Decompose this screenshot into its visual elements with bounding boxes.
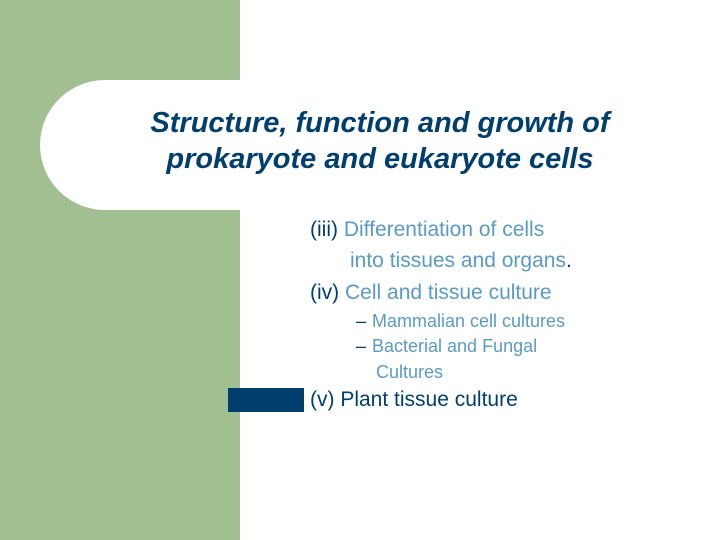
item-iv-sub2-cont-text: Cultures xyxy=(372,362,443,382)
item-v: (v) Plant tissue culture xyxy=(310,385,650,414)
item-iii-period: . xyxy=(566,249,572,272)
item-iii-text: Differentiation of cells xyxy=(344,218,544,241)
item-iii: (iii) Differentiation of cells xyxy=(310,215,650,244)
dash-icon: – xyxy=(356,309,366,334)
item-iii-cont-text: into tissues and organs xyxy=(350,249,566,272)
item-iv-sub2-text: Bacterial and Fungal xyxy=(372,336,537,356)
item-v-text: Plant tissue culture xyxy=(340,388,517,411)
item-iv-text: Cell and tissue culture xyxy=(345,281,552,304)
dash-icon: – xyxy=(356,334,366,359)
item-v-num: (v) xyxy=(310,388,340,411)
item-iv: (iv) Cell and tissue culture xyxy=(310,278,650,307)
item-iv-sub2-cont: Cultures xyxy=(310,360,650,385)
accent-bar xyxy=(228,388,304,412)
item-iii-num: (iii) xyxy=(310,218,344,241)
item-iv-num: (iv) xyxy=(310,281,345,304)
slide-title: Structure, function and growth of prokar… xyxy=(80,105,680,178)
item-iv-sub1: –Mammalian cell cultures xyxy=(310,309,650,334)
item-iv-sub1-text: Mammalian cell cultures xyxy=(372,311,565,331)
item-iii-cont: into tissues and organs. xyxy=(310,246,650,275)
content-block: (iii) Differentiation of cells into tiss… xyxy=(310,215,650,416)
item-iv-sub2: –Bacterial and Fungal xyxy=(310,334,650,359)
